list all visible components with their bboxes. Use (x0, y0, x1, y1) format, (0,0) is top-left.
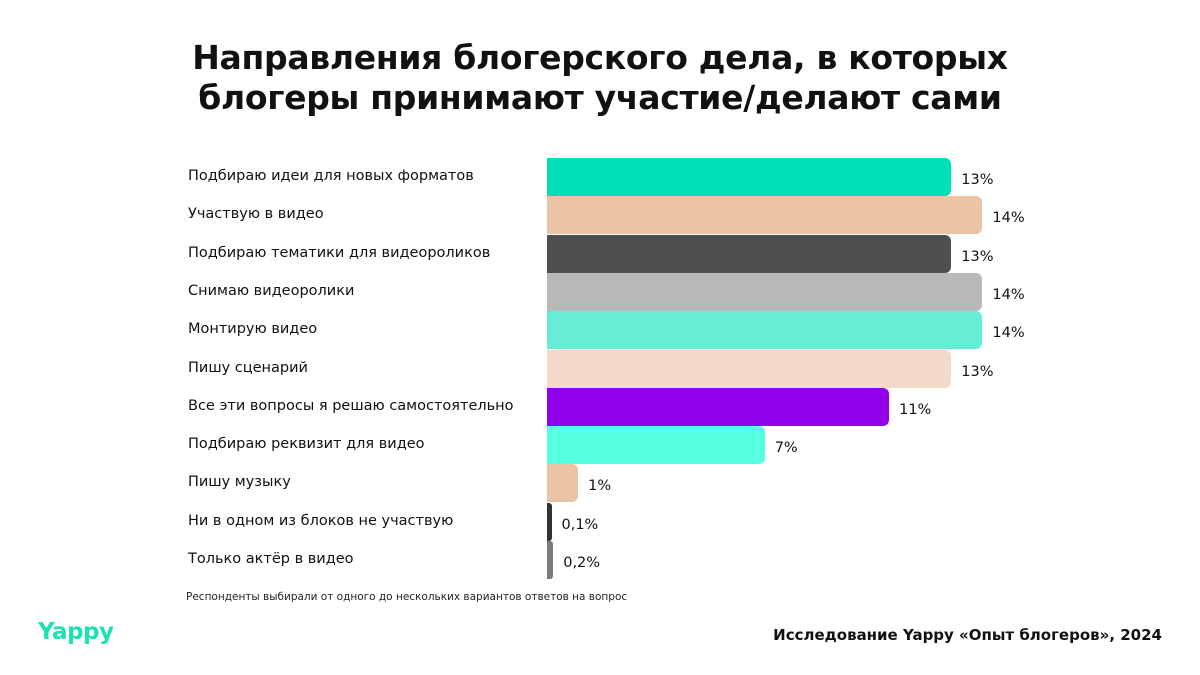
source-caption: Исследование Yappy «Опыт блогеров», 2024 (773, 626, 1162, 644)
chart-title-line: блогеры принимают участие/делают сами (198, 78, 1002, 117)
footnote: Респонденты выбирали от одного до нескол… (186, 591, 628, 603)
bar (547, 196, 983, 235)
category-label: Пишу музыку (188, 474, 291, 491)
bar (547, 158, 952, 196)
value-label: 0,1% (561, 516, 599, 533)
category-label: Подбираю идеи для новых форматов (188, 168, 474, 184)
category-label: Подбираю тематики для видеороликов (188, 244, 491, 261)
bar (547, 426, 765, 465)
value-label: 14% (992, 286, 1025, 303)
value-label: 11% (899, 401, 932, 418)
category-label: Снимаю видеоролики (188, 282, 355, 299)
bar (547, 349, 952, 388)
yappy-logo: Yappy (38, 619, 114, 645)
value-label: 13% (961, 248, 994, 265)
category-label: Участвую в видео (188, 206, 324, 223)
category-label: Ни в одном из блоков не участвую (188, 512, 454, 529)
category-label: Все эти вопросы я решаю самостоятельно (188, 397, 514, 414)
bar (547, 541, 554, 579)
category-label: Пишу сценарий (188, 359, 308, 376)
value-label: 14% (992, 325, 1025, 342)
bar (547, 272, 983, 311)
bar (547, 502, 552, 541)
bar (547, 234, 952, 273)
bar (547, 311, 983, 350)
category-label: Только актёр в видео (188, 551, 354, 567)
chart-title-line: Направления блогерского дела, в которых (192, 38, 1008, 77)
value-label: 14% (992, 210, 1025, 227)
bar (547, 464, 579, 503)
value-label: 7% (774, 440, 798, 457)
value-label: 13% (961, 363, 994, 380)
value-label: 13% (961, 172, 994, 188)
value-label: 1% (588, 478, 612, 495)
category-label: Монтирую видео (188, 321, 318, 338)
category-label: Подбираю реквизит для видео (188, 436, 425, 453)
bar (547, 387, 890, 426)
value-label: 0,2% (563, 555, 601, 571)
chart-title: Направления блогерского дела, в которых … (0, 38, 1200, 118)
